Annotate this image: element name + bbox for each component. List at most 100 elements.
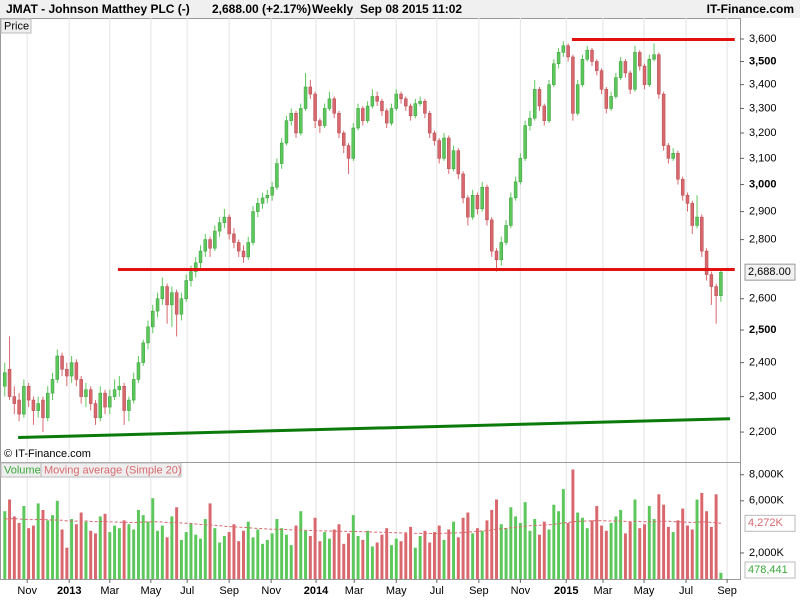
candle-body: [490, 219, 494, 252]
candle-body: [279, 142, 284, 164]
candle-body: [623, 61, 628, 74]
volume-bar: [643, 524, 646, 579]
volume-bar: [8, 499, 12, 579]
volume-bar: [499, 524, 503, 579]
volume-bar: [261, 543, 265, 579]
volume-bar: [390, 545, 393, 579]
candle-body: [509, 197, 513, 226]
candle-body: [704, 250, 709, 275]
copyright: © IT-Finance.com: [4, 448, 91, 460]
volume-bar: [423, 530, 427, 579]
volume-bar: [275, 519, 279, 579]
candle-body: [480, 186, 484, 210]
candle-body: [394, 93, 398, 109]
candle-body: [108, 396, 112, 408]
candle-body: [580, 58, 585, 85]
candle-body: [475, 194, 480, 210]
volume-bar: [523, 502, 527, 579]
candle-body: [260, 197, 265, 204]
y-tick-label: 3,400: [749, 79, 777, 91]
candle-body: [17, 399, 21, 415]
candle-body: [55, 355, 60, 380]
volume-bar: [122, 520, 126, 579]
candle-body: [22, 385, 26, 415]
x-tick-label: Sep: [219, 585, 239, 597]
candle-body: [657, 54, 661, 95]
candle-body: [203, 239, 208, 252]
candle-body: [365, 105, 370, 121]
candle-body: [609, 96, 613, 109]
x-tick-label: Jul: [430, 585, 444, 597]
y-tick-label: 3,600: [749, 33, 777, 45]
volume-bar: [280, 528, 284, 579]
volume-bar: [576, 512, 580, 579]
candle-body: [695, 216, 699, 226]
volume-bar: [571, 469, 575, 579]
y-tick-label: 2,400: [749, 357, 777, 369]
x-tick-label: Jul: [679, 585, 693, 597]
candle-body: [79, 379, 83, 397]
volume-bar: [619, 509, 623, 579]
candle-body: [590, 49, 594, 62]
candle-body: [213, 230, 217, 249]
candle-body: [532, 89, 537, 119]
candle-body: [638, 52, 642, 67]
candle-body: [227, 216, 231, 235]
volume-bar: [447, 529, 451, 579]
header-bar: [0, 0, 800, 18]
volume-bar: [657, 494, 661, 579]
volume-bar: [671, 532, 675, 579]
candle-body: [518, 158, 523, 183]
y-tick-label: 2,900: [749, 205, 777, 217]
candle-body: [217, 222, 222, 232]
candle-body: [136, 362, 141, 380]
candle-body: [714, 286, 718, 296]
candle-body: [709, 274, 714, 287]
volume-bar: [160, 525, 164, 579]
candle-body: [112, 389, 117, 397]
candle-body: [571, 56, 575, 114]
volume-bar: [323, 532, 327, 579]
candle-body: [74, 362, 79, 380]
candle-body: [513, 181, 518, 199]
candle-body: [256, 203, 260, 212]
candle-body: [466, 197, 470, 218]
volume-bar: [17, 522, 21, 579]
volume-bar: [265, 539, 269, 579]
volume-bar: [65, 547, 69, 579]
volume-bar: [342, 543, 346, 579]
volume-bar: [561, 489, 565, 579]
volume-bar: [117, 528, 121, 579]
candle-body: [208, 239, 212, 249]
volume-bar: [647, 506, 651, 579]
volume-bar: [623, 533, 627, 579]
volume-bar: [70, 519, 74, 579]
volume-bar: [705, 511, 709, 579]
x-tick-label: 2015: [554, 585, 578, 597]
price-label-box: [0, 18, 32, 34]
volume-bar: [542, 521, 546, 579]
volume-bar: [41, 509, 45, 579]
candle-body: [552, 63, 556, 85]
candle-body: [103, 392, 107, 408]
candle-body: [46, 392, 50, 418]
candle-body: [418, 100, 422, 104]
candle-body: [131, 379, 136, 401]
candle-body: [50, 379, 55, 394]
candle-body: [313, 93, 317, 121]
volume-bar: [170, 516, 174, 579]
volume-bar: [151, 498, 155, 579]
volume-bar: [203, 519, 207, 579]
volume-bar: [213, 528, 217, 579]
volume-bar: [456, 537, 460, 579]
volume-bar: [84, 521, 88, 579]
volume-bar: [590, 520, 594, 579]
candle-body: [3, 372, 7, 387]
x-tick-label: May: [634, 585, 655, 597]
volume-bar: [327, 538, 331, 579]
y-tick-label: 2,500: [749, 324, 777, 336]
candle-body: [427, 113, 432, 134]
candle-body: [680, 178, 685, 196]
volume-bar: [709, 526, 713, 579]
candle-body: [470, 194, 475, 218]
